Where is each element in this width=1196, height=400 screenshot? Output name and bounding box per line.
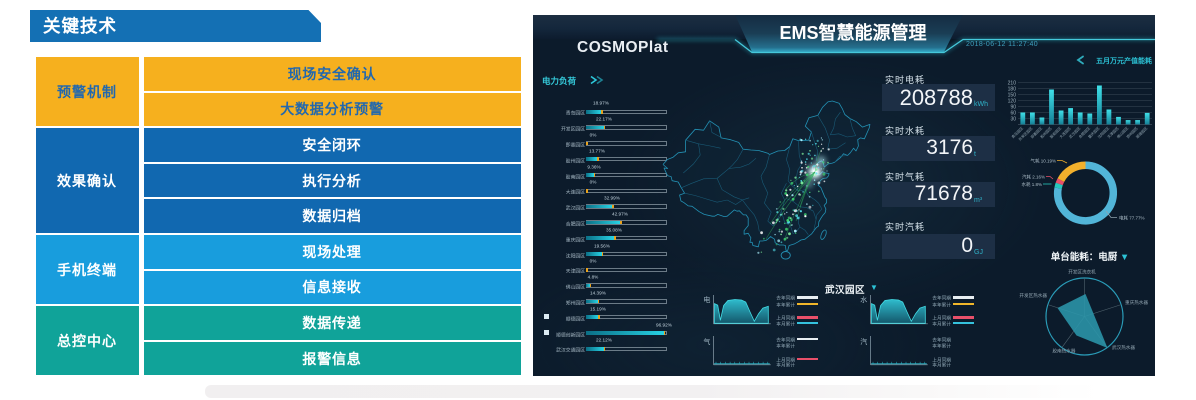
- svg-text:电耗 77.77%: 电耗 77.77%: [1119, 215, 1145, 222]
- svg-text:开发区热水器: 开发区热水器: [1019, 292, 1047, 299]
- svg-text:30: 30: [1010, 116, 1016, 122]
- svg-text:180: 180: [1008, 86, 1017, 92]
- svg-text:水耗 1.8%: 水耗 1.8%: [1021, 181, 1042, 188]
- svg-text:60: 60: [1010, 110, 1016, 116]
- svg-text:胶南热水器: 胶南热水器: [1053, 347, 1076, 354]
- svg-text:汽耗 2.16%: 汽耗 2.16%: [1022, 174, 1045, 181]
- svg-text:120: 120: [1008, 98, 1017, 104]
- svg-text:重庆热水器: 重庆热水器: [1125, 299, 1148, 306]
- svg-text:90: 90: [1010, 104, 1016, 110]
- svg-text:开发区洗衣机: 开发区洗衣机: [1068, 268, 1096, 275]
- svg-text:210: 210: [1008, 80, 1017, 86]
- svg-text:气耗 10.19%: 气耗 10.19%: [1030, 158, 1056, 165]
- svg-text:武汉热水器: 武汉热水器: [1112, 344, 1135, 351]
- svg-text:150: 150: [1008, 92, 1017, 98]
